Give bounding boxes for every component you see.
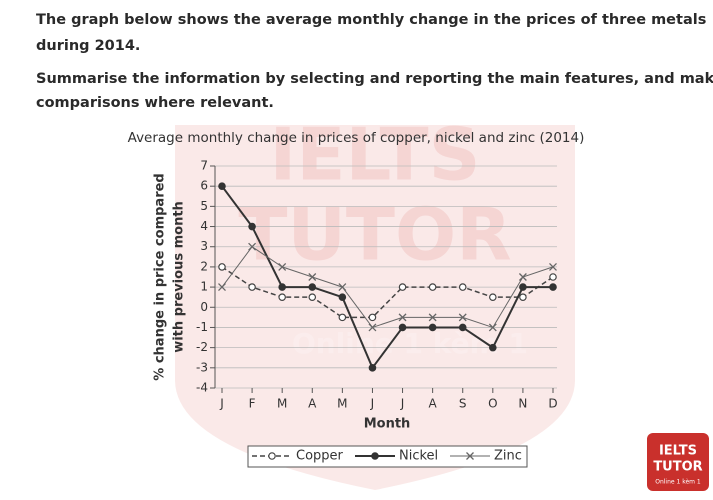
logo-text: IELTS: [659, 444, 697, 459]
data-point: [518, 273, 527, 281]
y-tick-label: -3: [196, 360, 208, 374]
data-point: [458, 283, 467, 291]
x-tick-label: O: [488, 397, 497, 411]
prompt-line: Summarise the information by selecting a…: [36, 71, 713, 87]
data-point: [549, 283, 557, 291]
x-tick-label: A: [308, 397, 317, 411]
data-point: [338, 283, 347, 292]
data-point: [308, 273, 317, 281]
prompt-line: during 2014.: [36, 38, 140, 54]
legend-label: Zinc: [494, 449, 522, 464]
data-point: [308, 283, 317, 291]
x-tick-label: J: [219, 397, 224, 411]
x-tick-label: A: [429, 397, 438, 411]
prompt-line: comparisons where relevant.: [36, 95, 274, 111]
data-point: [549, 262, 557, 271]
data-point: [398, 283, 407, 291]
y-tick-label: 0: [200, 300, 208, 314]
data-point: [338, 313, 347, 322]
x-tick-label: J: [400, 397, 405, 411]
y-tick-label: 7: [200, 159, 208, 173]
data-point: [398, 313, 407, 322]
data-point: [278, 262, 287, 271]
data-point: [549, 273, 557, 281]
data-point: [428, 313, 437, 322]
logo: [647, 433, 709, 491]
watermark-text: IELTS: [270, 113, 481, 197]
series-line: [221, 185, 553, 370]
data-point: [278, 283, 286, 291]
data-point: [218, 283, 226, 292]
data-point: [489, 293, 497, 301]
series-line: [221, 246, 554, 329]
legend-label: Nickel: [399, 449, 438, 464]
series-line: [221, 266, 554, 319]
data-point: [308, 293, 317, 301]
legend-marker: [371, 452, 379, 460]
logo-text: Online 1 kèm 1: [655, 479, 701, 486]
logo-text: TUTOR: [653, 460, 702, 475]
y-tick-label: 1: [200, 280, 208, 294]
x-tick-label: F: [249, 397, 256, 411]
data-point: [218, 182, 226, 190]
chart-title: Average monthly change in prices of copp…: [128, 130, 585, 146]
data-point: [248, 222, 256, 231]
data-point: [519, 283, 527, 291]
data-point: [428, 323, 437, 332]
data-point: [248, 242, 257, 251]
legend-marker: [466, 452, 474, 460]
x-tick-label: M: [277, 397, 287, 411]
data-point: [368, 323, 377, 332]
x-axis-label: Month: [364, 417, 411, 432]
data-point: [489, 343, 497, 352]
data-point: [398, 323, 407, 332]
y-axis-label: with previous month: [172, 201, 187, 353]
data-point: [488, 323, 497, 332]
prompt-line: The graph below shows the average monthl…: [36, 12, 706, 28]
data-point: [338, 293, 347, 301]
watermark-text: Online 1 kèm 1: [292, 327, 528, 360]
y-tick-label: -1: [196, 320, 208, 334]
x-tick-label: J: [370, 397, 375, 411]
y-tick-label: 3: [200, 239, 208, 253]
data-point: [519, 293, 527, 301]
y-axis-label: % change in price compared: [153, 173, 168, 380]
data-point: [428, 283, 437, 291]
data-point: [218, 263, 226, 271]
data-point: [248, 283, 256, 291]
x-tick-label: D: [548, 397, 557, 411]
y-tick-label: 6: [200, 179, 208, 193]
y-tick-label: 2: [200, 259, 208, 273]
data-point: [368, 313, 377, 322]
y-tick-label: -4: [196, 381, 208, 395]
y-tick-label: -2: [196, 340, 208, 354]
x-tick-label: N: [518, 397, 527, 411]
y-tick-label: 4: [200, 219, 208, 233]
data-point: [278, 293, 286, 301]
legend-label: Copper: [296, 449, 344, 464]
data-point: [458, 313, 467, 322]
data-point: [368, 364, 377, 372]
y-tick-label: 5: [200, 199, 208, 213]
x-tick-label: M: [337, 397, 347, 411]
legend-marker: [268, 452, 276, 460]
data-point: [458, 323, 467, 332]
x-tick-label: S: [459, 397, 467, 411]
